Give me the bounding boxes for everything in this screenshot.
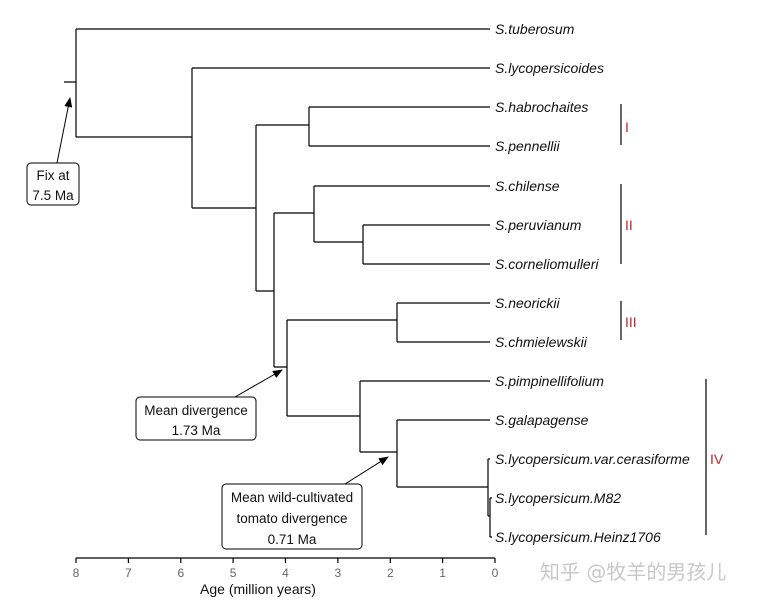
callout-fix: Fix at 7.5 Ma xyxy=(26,97,80,206)
leaf-label: S.lycopersicum.M82 xyxy=(495,490,621,506)
leaf-label: S.chmielewskii xyxy=(495,334,588,350)
clade-markers: I II III IV xyxy=(620,104,724,535)
callout-text: Mean divergence xyxy=(144,403,248,418)
tick-label: 2 xyxy=(387,566,394,580)
clade-bars xyxy=(620,104,707,535)
clade-label: III xyxy=(625,314,637,330)
tick-label: 1 xyxy=(439,566,446,580)
clade-label: IV xyxy=(710,451,724,467)
leaf-label: S.chilense xyxy=(495,178,560,194)
leaf-label: S.lycopersicum.Heinz1706 xyxy=(495,529,661,545)
leaf-label: S.galapagense xyxy=(495,412,589,428)
tick-label: 0 xyxy=(492,566,499,580)
clade-label: I xyxy=(625,119,629,135)
callout-wild-cultivated: Mean wild-cultivated tomato divergence 0… xyxy=(221,456,389,550)
callout-text: 7.5 Ma xyxy=(32,188,74,203)
watermark: 知乎 @牧羊的男孩儿 xyxy=(540,560,726,584)
callout-text: 1.73 Ma xyxy=(172,423,221,438)
callout-text: Fix at xyxy=(36,168,69,183)
tick-label: 6 xyxy=(177,566,184,580)
leaf-label: S.lycopersicoides xyxy=(495,60,604,76)
axis-title: Age (million years) xyxy=(200,581,316,597)
tick-label: 5 xyxy=(230,566,237,580)
leaf-labels: S.tuberosum S.lycopersicoides S.habrocha… xyxy=(495,21,690,545)
tick-label: 7 xyxy=(125,566,132,580)
callout-text: Mean wild-cultivated xyxy=(231,490,353,505)
callout-text: tomato divergence xyxy=(236,511,347,526)
clade-label: II xyxy=(625,217,633,233)
leaf-label: S.neorickii xyxy=(495,295,560,311)
leaf-label: S.corneliomulleri xyxy=(495,256,599,272)
tick-label: 8 xyxy=(73,566,80,580)
tree-branches xyxy=(64,28,492,538)
tick-label: 3 xyxy=(335,566,342,580)
leaf-label: S.peruvianum xyxy=(495,217,582,233)
callout-mean-divergence: Mean divergence 1.73 Ma xyxy=(135,369,283,441)
leaf-label: S.tuberosum xyxy=(495,21,575,37)
time-axis: 8 7 6 5 4 3 2 1 0 Age (million years) xyxy=(73,557,499,597)
leaf-label: S.pimpinellifolium xyxy=(495,373,604,389)
leaf-label: S.pennellii xyxy=(495,138,560,154)
leaf-label: S.habrochaites xyxy=(495,99,588,115)
callout-text: 0.71 Ma xyxy=(268,532,317,547)
tick-label: 4 xyxy=(282,566,289,580)
leaf-label: S.lycopersicum.var.cerasiforme xyxy=(495,451,690,467)
